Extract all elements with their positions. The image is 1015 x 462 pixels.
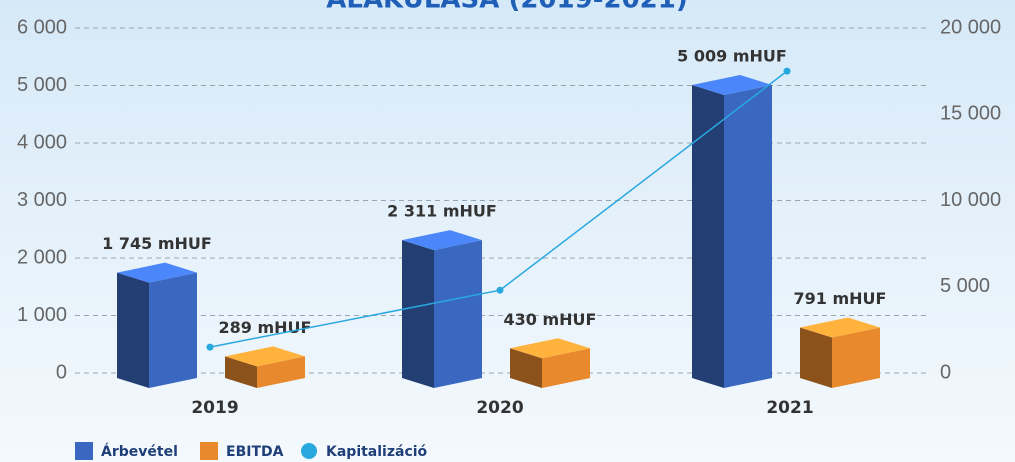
- bar-side: [225, 356, 257, 388]
- bar-top: [800, 317, 880, 338]
- line-point: [496, 286, 504, 294]
- legend-label: Kapitalizáció: [326, 444, 428, 460]
- y2-tick-label: 20 000: [940, 16, 1001, 38]
- data-label: 5 009 mHUF: [677, 46, 787, 65]
- x-tick-label: 2019: [191, 398, 238, 418]
- bar-top: [117, 262, 197, 283]
- legend-label: Árbevétel: [101, 443, 178, 460]
- bar: [832, 327, 880, 388]
- y-tick-label: 5 000: [17, 74, 67, 96]
- x-tick-label: 2020: [476, 398, 523, 418]
- bar-top: [692, 74, 772, 95]
- bar: [542, 348, 590, 388]
- y-tick-label: 6 000: [17, 16, 67, 38]
- bar-side: [117, 272, 149, 388]
- bar: [724, 84, 772, 389]
- y-tick-label: 4 000: [17, 131, 67, 153]
- y-tick-label: 1 000: [17, 304, 67, 326]
- bar-top: [402, 230, 482, 251]
- legend-swatch: [75, 442, 93, 460]
- y2-tick-label: 15 000: [940, 103, 1001, 125]
- y-tick-label: 0: [56, 361, 67, 383]
- data-label: 289 mHUF: [219, 318, 312, 337]
- bar-top: [510, 338, 590, 359]
- line-point: [783, 67, 791, 75]
- bar-side: [510, 348, 542, 388]
- y2-tick-label: 5 000: [940, 275, 990, 297]
- bar: [149, 272, 197, 388]
- line-point: [206, 343, 214, 351]
- legend-swatch: [301, 443, 317, 459]
- data-label: 1 745 mHUF: [102, 234, 212, 253]
- y2-tick-label: 0: [940, 361, 951, 383]
- data-label: 791 mHUF: [794, 289, 887, 308]
- y-tick-label: 2 000: [17, 246, 67, 268]
- y-tick-label: 3 000: [17, 189, 67, 211]
- legend-label: EBITDA: [226, 444, 284, 460]
- bar: [434, 240, 482, 388]
- chart-title: ALAKULÁSA (2019-2021): [326, 0, 688, 15]
- x-tick-label: 2021: [766, 398, 813, 418]
- data-label: 2 311 mHUF: [387, 202, 497, 221]
- bar-side: [692, 84, 724, 389]
- bar: [257, 356, 305, 388]
- bar-side: [800, 327, 832, 388]
- y2-tick-label: 10 000: [940, 189, 1001, 211]
- legend-swatch: [200, 442, 218, 460]
- bar-side: [402, 240, 434, 388]
- bar-top: [225, 346, 305, 367]
- data-label: 430 mHUF: [504, 310, 597, 329]
